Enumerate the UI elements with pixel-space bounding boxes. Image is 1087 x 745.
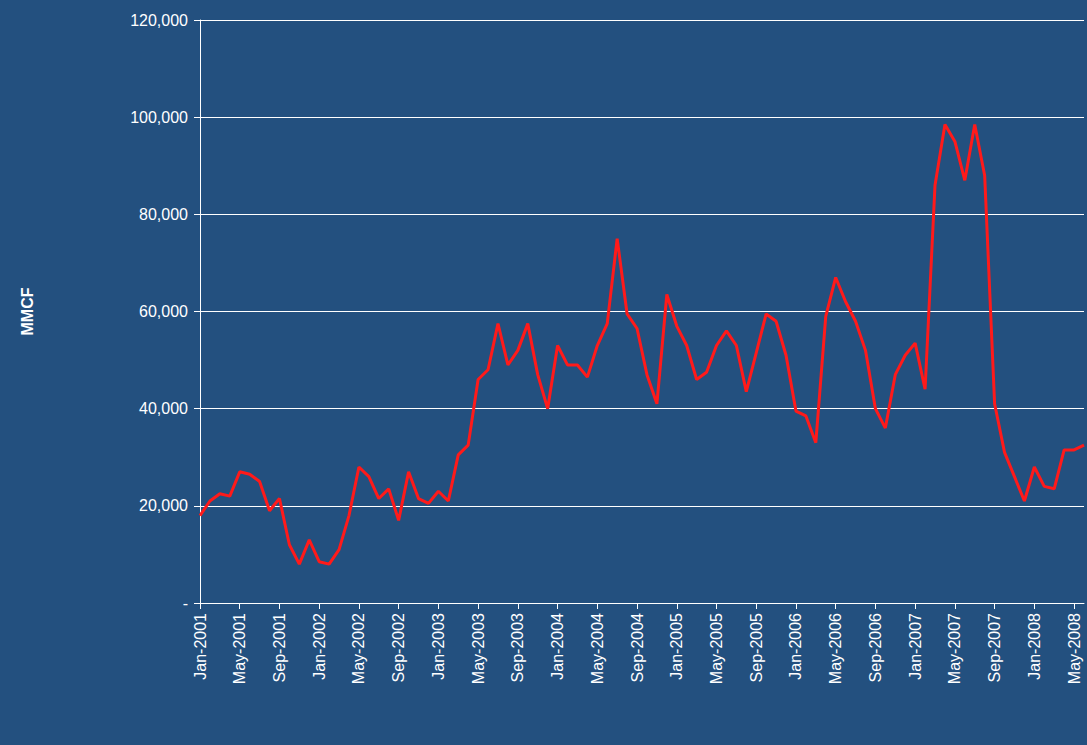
svg-text:Jan-2006: Jan-2006	[787, 613, 804, 680]
svg-text:80,000: 80,000	[139, 206, 188, 223]
svg-text:May-2002: May-2002	[350, 613, 367, 684]
svg-text:May-2008: May-2008	[1066, 613, 1083, 684]
svg-text:Sep-2001: Sep-2001	[271, 613, 288, 682]
svg-text:Sep-2002: Sep-2002	[390, 613, 407, 682]
svg-text:Jan-2001: Jan-2001	[192, 613, 209, 680]
svg-text:Sep-2005: Sep-2005	[748, 613, 765, 682]
svg-text:20,000: 20,000	[139, 497, 188, 514]
svg-text:May-2005: May-2005	[708, 613, 725, 684]
svg-text:120,000: 120,000	[130, 12, 188, 29]
svg-text:-: -	[183, 595, 188, 612]
svg-text:May-2006: May-2006	[827, 613, 844, 684]
svg-text:Jan-2008: Jan-2008	[1026, 613, 1043, 680]
svg-text:Sep-2004: Sep-2004	[629, 613, 646, 682]
svg-text:100,000: 100,000	[130, 109, 188, 126]
svg-text:40,000: 40,000	[139, 400, 188, 417]
svg-text:May-2004: May-2004	[589, 613, 606, 684]
svg-text:MMCF: MMCF	[19, 287, 36, 335]
svg-text:Jan-2002: Jan-2002	[311, 613, 328, 680]
svg-text:May-2007: May-2007	[946, 613, 963, 684]
svg-text:Jan-2004: Jan-2004	[549, 613, 566, 680]
svg-text:Sep-2003: Sep-2003	[509, 613, 526, 682]
svg-text:Jan-2003: Jan-2003	[430, 613, 447, 680]
svg-text:Jan-2005: Jan-2005	[668, 613, 685, 680]
svg-text:Sep-2007: Sep-2007	[986, 613, 1003, 682]
svg-text:Jan-2007: Jan-2007	[907, 613, 924, 680]
svg-text:Sep-2006: Sep-2006	[867, 613, 884, 682]
svg-text:May-2001: May-2001	[231, 613, 248, 684]
svg-text:May-2003: May-2003	[470, 613, 487, 684]
svg-text:60,000: 60,000	[139, 303, 188, 320]
